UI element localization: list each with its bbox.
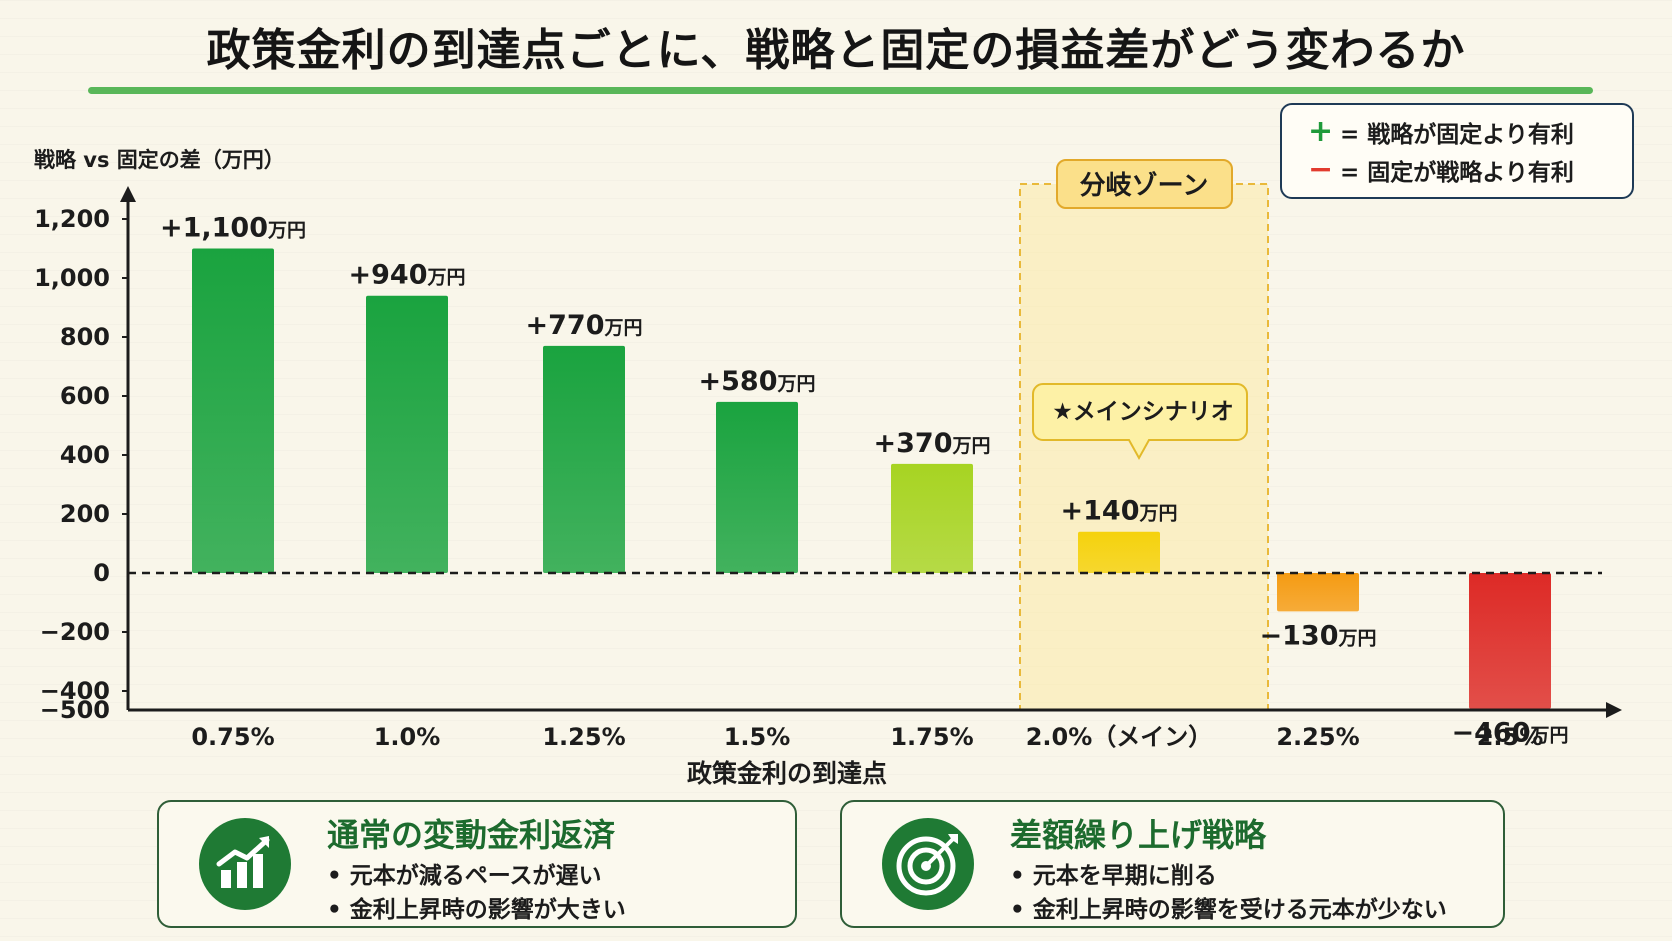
data-label: +370万円 bbox=[874, 428, 991, 459]
x-tick-label: 2.25% bbox=[1276, 723, 1359, 751]
legend-plus-text: = 戦略が固定より有利 bbox=[1340, 122, 1574, 148]
bar bbox=[1469, 573, 1551, 709]
legend: + = 戦略が固定より有利 − = 固定が戦略より有利 bbox=[1280, 103, 1634, 199]
legend-minus-text: = 固定が戦略より有利 bbox=[1340, 160, 1574, 186]
page-title: 政策金利の到達点ごとに、戦略と固定の損益差がどう変わるか bbox=[206, 25, 1466, 76]
minus-icon: − bbox=[1308, 152, 1334, 187]
x-tick-label: 1.25% bbox=[542, 723, 625, 751]
x-tick-label: 2.5% bbox=[1477, 723, 1544, 751]
y-tick-label: −400 bbox=[40, 677, 110, 705]
target-icon bbox=[882, 818, 974, 910]
y-tick-label: 0 bbox=[93, 559, 110, 587]
x-tick-label: 0.75% bbox=[191, 723, 274, 751]
card-title: 差額繰り上げ戦略 bbox=[1010, 816, 1267, 854]
callout-text: ★メインシナリオ bbox=[1052, 399, 1234, 425]
data-label: +580万円 bbox=[699, 366, 816, 397]
data-label: +140万円 bbox=[1061, 496, 1178, 527]
y-tick-label: 800 bbox=[60, 323, 110, 351]
y-tick-label: 1,200 bbox=[34, 205, 110, 233]
bar bbox=[192, 248, 274, 573]
bar bbox=[1078, 531, 1160, 573]
bar bbox=[716, 401, 798, 573]
card-bullet: • 元本を早期に削る bbox=[1010, 863, 1217, 889]
bar bbox=[543, 345, 625, 573]
card-normal-repayment: 通常の変動金利返済 • 元本が減るペースが遅い • 金利上昇時の影響が大きい bbox=[157, 800, 797, 928]
x-tick-label: 2.0%（メイン） bbox=[1026, 723, 1213, 751]
data-label: +770万円 bbox=[526, 310, 643, 341]
data-label: +1,100万円 bbox=[160, 213, 306, 244]
x-tick-label: 1.5% bbox=[724, 723, 791, 751]
bar bbox=[891, 463, 973, 573]
card-bullet: • 金利上昇時の影響が大きい bbox=[327, 897, 626, 923]
x-tick-label: 1.75% bbox=[890, 723, 973, 751]
bar-chart: 分岐ゾーン 戦略 vs 固定の差（万円） 1,200 1,000 800 600 400 20… bbox=[34, 148, 1622, 788]
legend-plus-row: + = 戦略が固定より有利 bbox=[1308, 115, 1574, 149]
y-axis-label: 戦略 vs 固定の差（万円） bbox=[34, 148, 285, 172]
data-label: +940万円 bbox=[349, 260, 466, 291]
y-tick-label: 600 bbox=[60, 382, 110, 410]
legend-minus-row: − = 固定が戦略より有利 bbox=[1308, 153, 1574, 187]
x-axis-label: 政策金利の到達点 bbox=[687, 759, 887, 788]
card-bullet: • 元本が減るペースが遅い bbox=[327, 863, 602, 889]
title-underline bbox=[88, 87, 1593, 94]
plus-icon: + bbox=[1308, 114, 1334, 149]
y-tick-label: 1,000 bbox=[34, 264, 110, 292]
y-tick-label: 400 bbox=[60, 441, 110, 469]
x-tick-label: 1.0% bbox=[374, 723, 441, 751]
x-axis-arrow bbox=[1606, 702, 1622, 718]
branch-zone-label: 分岐ゾーン bbox=[1080, 170, 1209, 201]
branch-zone-label-box bbox=[1056, 159, 1233, 209]
bar bbox=[1277, 573, 1359, 612]
y-axis-arrow bbox=[120, 186, 136, 202]
data-label: −130万円 bbox=[1260, 620, 1377, 651]
data-label: −460万円 bbox=[1452, 718, 1569, 749]
y-tick-label: −500 bbox=[40, 696, 110, 724]
y-tick-label: −200 bbox=[40, 618, 110, 646]
y-tick-label: 200 bbox=[60, 500, 110, 528]
card-title: 通常の変動金利返済 bbox=[327, 816, 616, 854]
callout-bubble bbox=[1032, 383, 1248, 461]
bar bbox=[366, 295, 448, 573]
chart-growth-icon bbox=[199, 818, 291, 910]
card-bullet: • 金利上昇時の影響を受ける元本が少ない bbox=[1010, 897, 1447, 923]
card-prepayment-strategy: 差額繰り上げ戦略 • 元本を早期に削る • 金利上昇時の影響を受ける元本が少ない bbox=[840, 800, 1505, 928]
